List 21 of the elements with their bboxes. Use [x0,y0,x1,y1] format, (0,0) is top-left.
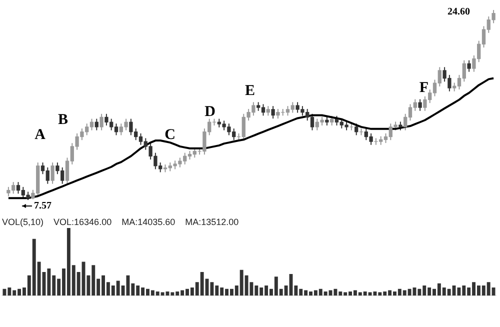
candlestick [271,106,275,120]
annotation: A [34,126,46,143]
annotation: C [164,126,176,143]
text: MA:13512.00 [185,217,239,227]
annotation: F [419,80,429,96]
annotation: D [204,104,216,120]
candlestick [50,162,54,184]
text: VOL(5,10) [2,217,44,227]
text: VOL:16346.00 [54,217,112,227]
text: 7.57 [34,200,52,212]
annotation: 24.60 [448,6,470,18]
annotation: E [244,82,256,99]
text: MA:14035.60 [122,217,176,227]
annotation: B [58,112,68,128]
candlestick [100,113,104,131]
candlestick [266,106,270,116]
candlestick [330,115,334,126]
candlestick [418,98,422,112]
candlestick [94,118,98,131]
candlestick [467,60,471,72]
candlestick [354,123,358,136]
